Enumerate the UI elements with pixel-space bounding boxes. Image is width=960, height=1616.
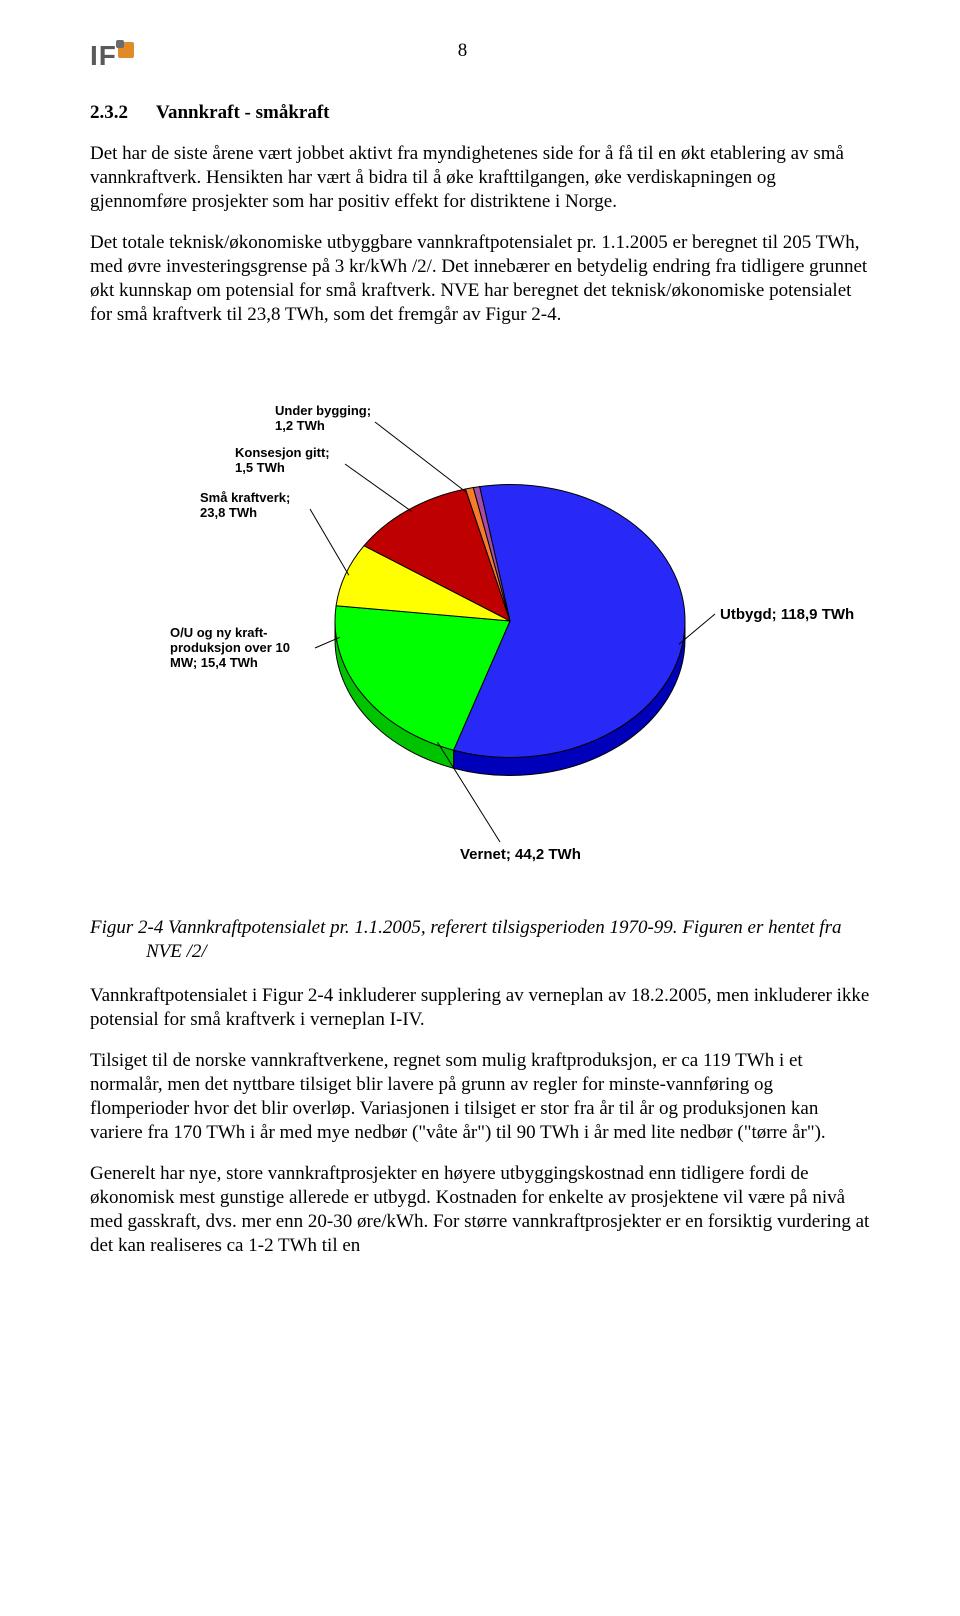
paragraph-5: Generelt har nye, store vannkraftprosjek…	[90, 1162, 870, 1257]
pie-chart: Utbygd; 118,9 TWhVernet; 44,2 TWhO/U og …	[180, 376, 780, 876]
section-heading: 2.3.2 Vannkraft - småkraft	[90, 102, 870, 124]
paragraph-2: Det totale teknisk/økonomiske utbyggbare…	[90, 231, 870, 326]
section-title: Vannkraft - småkraft	[156, 102, 329, 123]
paragraph-3: Vannkraftpotensialet i Figur 2-4 inklude…	[90, 984, 870, 1032]
page-number: 8	[55, 40, 870, 62]
paragraph-4: Tilsiget til de norske vannkraftverkene,…	[90, 1049, 870, 1144]
figure-caption: Figur 2-4 Vannkraftpotensialet pr. 1.1.2…	[146, 916, 870, 964]
logo-dot-orange	[118, 42, 134, 58]
pie-label: Utbygd; 118,9 TWh	[720, 606, 854, 623]
pie-label: O/U og ny kraft- produksjon over 10 MW; …	[170, 626, 290, 671]
pie-label: Konsesjon gitt; 1,5 TWh	[235, 446, 330, 476]
page-header: IF 8	[90, 40, 870, 72]
pie-label: Under bygging; 1,2 TWh	[275, 404, 371, 434]
pie-label: Små kraftverk; 23,8 TWh	[200, 491, 290, 521]
section-number: 2.3.2	[90, 102, 128, 124]
paragraph-1: Det har de siste årene vært jobbet aktiv…	[90, 142, 870, 213]
pie-label: Vernet; 44,2 TWh	[460, 846, 581, 863]
